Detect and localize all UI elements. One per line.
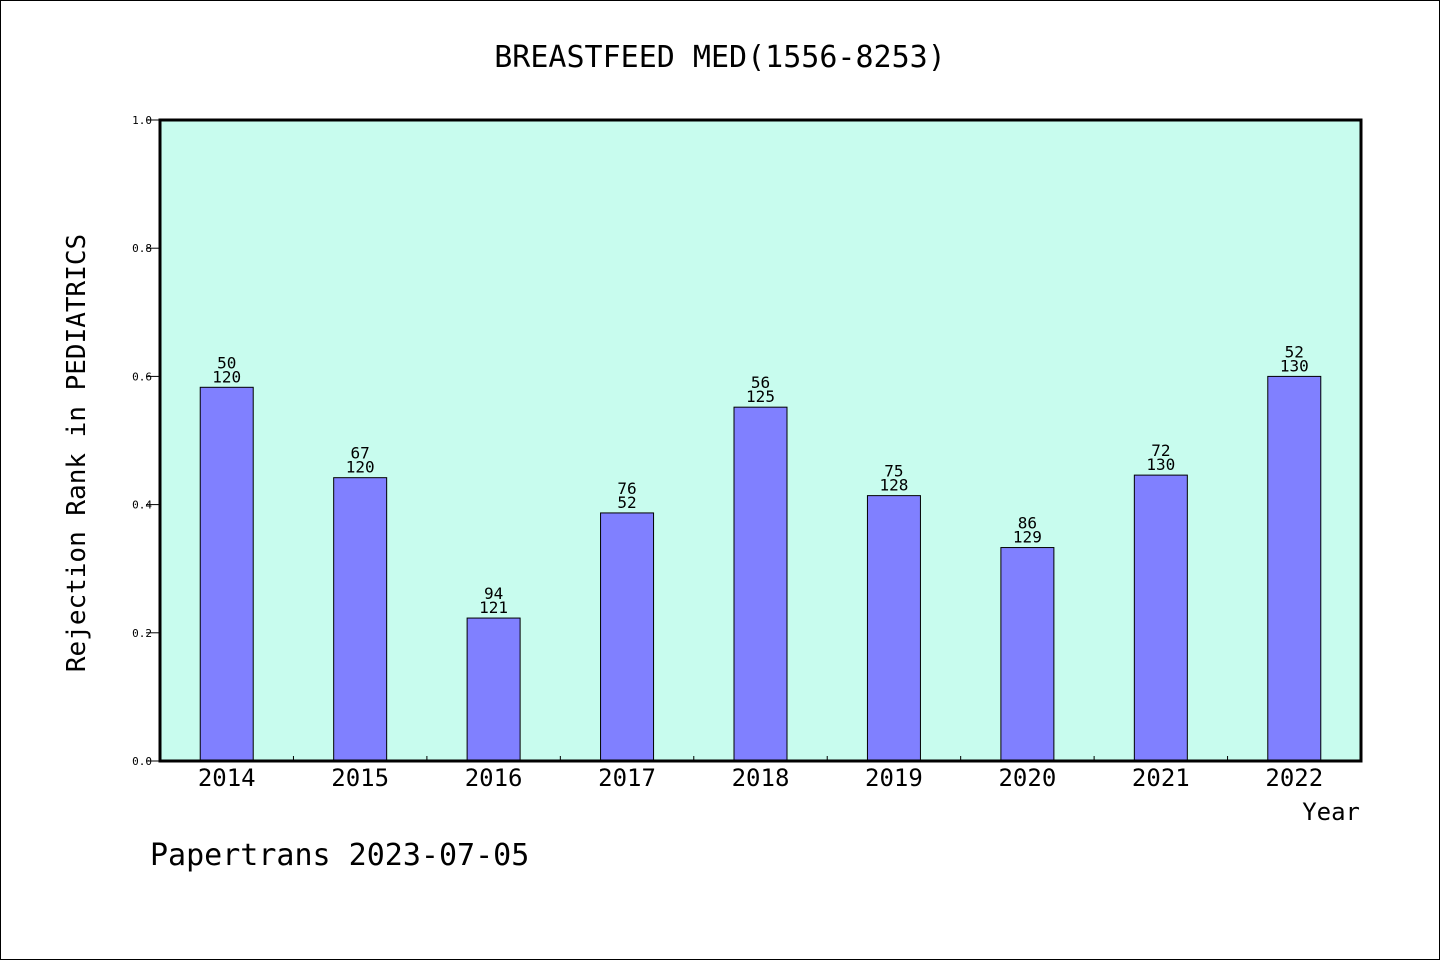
footer-credit: Papertrans 2023-07-05	[150, 838, 529, 873]
bar-label-top: 50	[217, 353, 236, 372]
bar-label-top: 86	[1018, 514, 1037, 533]
bar-label-bottom: 128	[879, 476, 908, 495]
bar-2017	[600, 512, 655, 762]
chart-title: BREASTFEED MED(1556-8253)	[494, 40, 946, 75]
y-tick-label: 0.6	[132, 370, 152, 383]
bar-label-bottom: 121	[479, 598, 508, 617]
bar-2022	[1267, 375, 1322, 762]
x-axis: 2014 2015 2016 2017 2018 2019 2020 2021 2022	[198, 756, 1323, 792]
bar-2015	[333, 477, 388, 762]
bar-label-bottom: 125	[746, 387, 775, 406]
y-tick-label: 0.0	[132, 755, 152, 768]
bar-label-top: 76	[617, 479, 636, 498]
bar-label-top: 75	[884, 462, 903, 481]
y-axis-label: Rejection Rank in PEDIATRICS	[62, 234, 92, 672]
x-tick-label: 2021	[1132, 764, 1190, 792]
bar-2018	[733, 406, 788, 762]
bar-label-top: 72	[1151, 441, 1170, 460]
y-axis: 0.0 0.2 0.4 0.6 0.8 1.0	[132, 114, 160, 768]
bar-label-bottom: 52	[617, 493, 636, 512]
bar-label-bottom: 129	[1013, 528, 1042, 547]
x-tick-label: 2015	[331, 764, 389, 792]
y-tick-label: 0.4	[132, 499, 152, 512]
x-tick-label: 2017	[598, 764, 656, 792]
x-tick-label: 2019	[865, 764, 923, 792]
bars: 5012067120941217652561257512886129721305…	[199, 342, 1322, 762]
bar-2020	[1000, 547, 1055, 762]
x-axis-label: Year	[1302, 798, 1360, 826]
bar-2021	[1133, 474, 1188, 762]
bar-label-bottom: 130	[1280, 356, 1309, 375]
x-tick-label: 2022	[1265, 764, 1323, 792]
x-tick-label: 2018	[732, 764, 790, 792]
y-tick-label: 1.0	[132, 114, 152, 127]
bar-2016	[466, 617, 521, 762]
bar-label-bottom: 130	[1146, 455, 1175, 474]
bar-label-top: 52	[1285, 342, 1304, 361]
bar-label-top: 94	[484, 584, 503, 603]
bar-label-top: 67	[351, 444, 370, 463]
x-tick-label: 2014	[198, 764, 256, 792]
bar-2019	[866, 495, 921, 762]
plot-border	[158, 118, 1363, 763]
y-tick-label: 0.2	[132, 627, 152, 640]
bar-label-top: 56	[751, 373, 770, 392]
y-tick-label: 0.8	[132, 242, 152, 255]
x-tick-label: 2016	[465, 764, 523, 792]
bar-2014	[199, 386, 254, 762]
bar-label-bottom: 120	[212, 367, 241, 386]
bar-label-bottom: 120	[346, 458, 375, 477]
x-tick-label: 2020	[998, 764, 1056, 792]
